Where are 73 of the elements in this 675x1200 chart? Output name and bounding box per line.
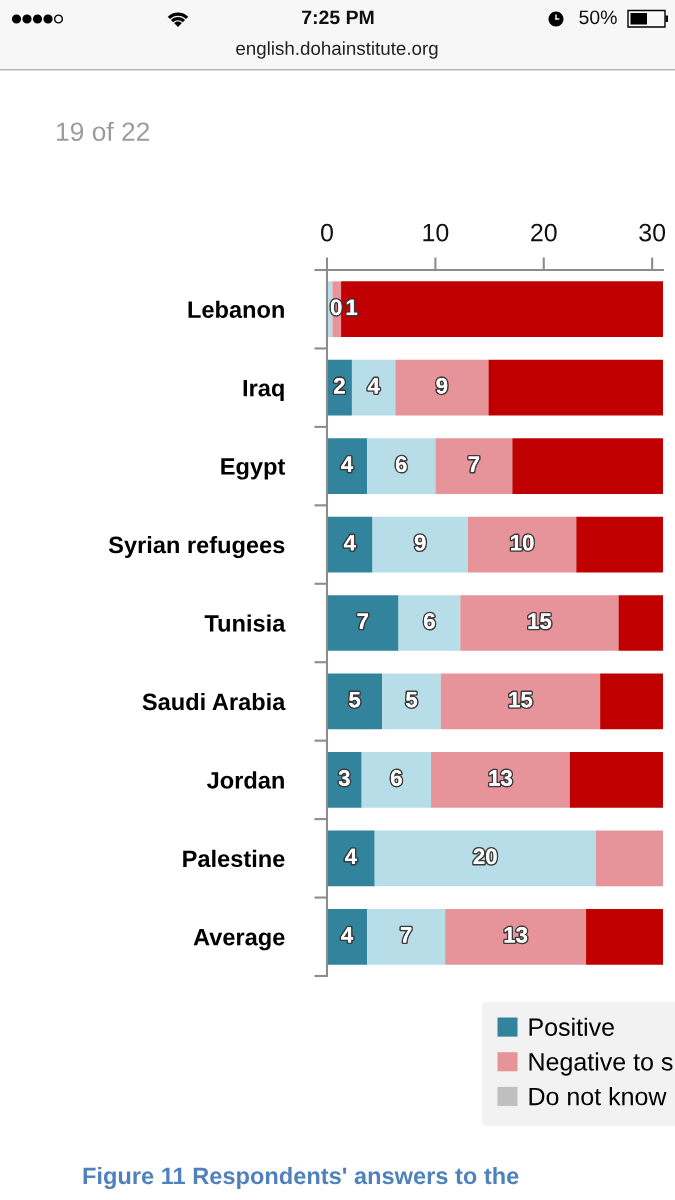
data-label: 7 [357,613,368,629]
data-label: 6 [391,770,402,786]
bar [367,908,446,965]
data-label: 7 [468,456,480,472]
text: 19 of 22 [57,121,150,142]
bar [431,752,570,808]
bar [460,595,619,651]
bar [395,359,489,416]
x-tick-label: 20 [531,223,557,242]
bar [440,673,601,730]
bar [569,752,663,808]
data-label: 4 [367,378,380,394]
data-label: 15 [509,691,533,708]
bar [576,516,663,573]
bar [367,438,436,494]
legend-label: Negative to s [529,1052,673,1076]
bar [435,438,513,494]
data-label: 15 [528,613,552,629]
y-tick-label: Syrian refugees [108,536,285,559]
data-label: 6 [424,613,435,629]
caption: Figure 11 Respondents' answers to the [83,1166,519,1190]
bar [382,673,441,730]
bar [488,359,663,416]
data-label: 13 [489,770,512,786]
bar [327,830,375,887]
y-tick-label: Tunisia [204,614,286,632]
bar [372,516,468,573]
data-label: 3 [338,770,350,786]
data-label: 5 [349,691,361,708]
bar [361,752,432,808]
legend-label: Do not know [529,1087,667,1106]
data-label: 2 [334,377,345,394]
bar [600,673,663,730]
bar [595,830,663,887]
y-tick-label: Average [193,929,285,951]
x-tick-label: 30 [639,223,666,242]
text: 50% [579,10,617,25]
data-label: 6 [395,456,407,473]
bar [512,438,663,494]
bar [586,908,663,965]
y-tick-label: Egypt [221,458,286,480]
bar [374,830,596,887]
bar [341,281,663,338]
bar [351,359,396,416]
data-label: 4 [341,456,354,472]
bar [467,516,577,573]
bar [327,438,368,494]
data-label: 4 [343,535,356,551]
data-label: 10 [511,534,534,551]
data-label: 7 [400,927,412,943]
y-tick-label: Palestine [183,849,285,868]
text: english.dohainstitute.org [236,41,438,59]
data-label: 1 [346,299,358,315]
legend-label: Positive [529,1017,614,1036]
y-tick-label: Jordan [206,771,284,789]
x-tick-label: 10 [423,223,449,242]
data-label: 9 [436,377,448,394]
bar [327,595,399,651]
text: 7:25 PM [302,10,374,25]
data-label: 4 [341,927,354,943]
data-label: 20 [473,848,497,865]
data-label: 5 [406,691,418,708]
y-tick-label: Saudi Arabia [142,692,286,711]
bar [327,516,373,573]
bar [618,595,663,651]
bar [398,595,461,651]
x-tick-label: 0 [321,223,333,242]
data-label: 9 [414,534,426,551]
y-tick-label: Lebanon [188,300,284,319]
bar [445,908,587,965]
data-label: 4 [345,848,357,865]
data-label: 13 [504,927,528,943]
y-tick-label: Iraq [243,379,284,402]
